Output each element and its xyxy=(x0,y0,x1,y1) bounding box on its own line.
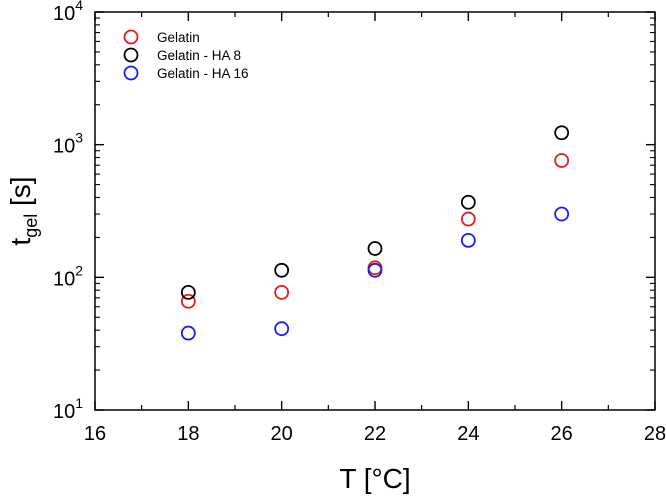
data-point-series-0 xyxy=(460,211,476,227)
x-tick-label: 24 xyxy=(457,423,479,445)
data-point-series-0 xyxy=(554,153,570,168)
x-tick-label: 26 xyxy=(551,423,573,445)
legend-label: Gelatin xyxy=(157,30,200,45)
y-axis-title-main: t xyxy=(5,238,36,246)
data-point-series-0 xyxy=(180,293,196,309)
data-point-series-1 xyxy=(180,284,196,300)
legend: Gelatin Gelatin - HA 8 Gelatin - HA 16 xyxy=(123,29,249,81)
y-tick-exponent: 4 xyxy=(75,0,83,13)
y-tick-base: 10 xyxy=(53,3,75,25)
x-tick-label: 22 xyxy=(364,423,386,445)
x-tick-label: 16 xyxy=(84,423,106,445)
data-point-series-2 xyxy=(554,206,570,222)
data-point-series-1 xyxy=(460,194,476,210)
x-tick-labels: 16 18 20 22 24 26 28 xyxy=(84,423,666,445)
y-tick-label: 104 xyxy=(53,0,83,25)
data-point-series-0 xyxy=(274,284,290,300)
y-tick-exponent: 3 xyxy=(75,130,83,146)
y-axis-title-unit: [s] xyxy=(5,176,36,213)
y-axis-title: tgel [s] xyxy=(5,176,41,245)
legend-marker xyxy=(123,47,139,63)
y-tick-label: 103 xyxy=(53,130,83,158)
y-tick-label: 102 xyxy=(53,262,83,290)
y-tick-base: 10 xyxy=(53,401,75,423)
data-point-series-2 xyxy=(367,262,383,278)
data-point-series-2 xyxy=(180,325,196,341)
y-tick-base: 10 xyxy=(53,268,75,290)
axis-ticks xyxy=(94,11,656,411)
data-point-series-1 xyxy=(367,241,383,256)
x-tick-label: 20 xyxy=(271,423,293,445)
legend-marker xyxy=(123,65,139,81)
y-axis-title-subscript: gel xyxy=(21,214,41,238)
y-tick-base: 10 xyxy=(53,136,75,158)
legend-label: Gelatin - HA 8 xyxy=(157,48,241,63)
legend-marker xyxy=(123,29,139,45)
data-point-series-2 xyxy=(274,321,290,337)
x-tick-label: 18 xyxy=(177,423,199,445)
data-point-series-1 xyxy=(274,262,290,278)
x-axis-title: T [°C] xyxy=(339,463,410,494)
legend-label: Gelatin - HA 16 xyxy=(157,66,249,81)
data-point-series-1 xyxy=(554,125,570,141)
x-tick-label: 28 xyxy=(644,423,666,445)
data-point-series-2 xyxy=(460,232,476,248)
data-points xyxy=(180,125,570,341)
y-tick-exponent: 1 xyxy=(75,395,83,411)
y-tick-label: 101 xyxy=(53,395,83,423)
y-tick-exponent: 2 xyxy=(75,262,83,278)
